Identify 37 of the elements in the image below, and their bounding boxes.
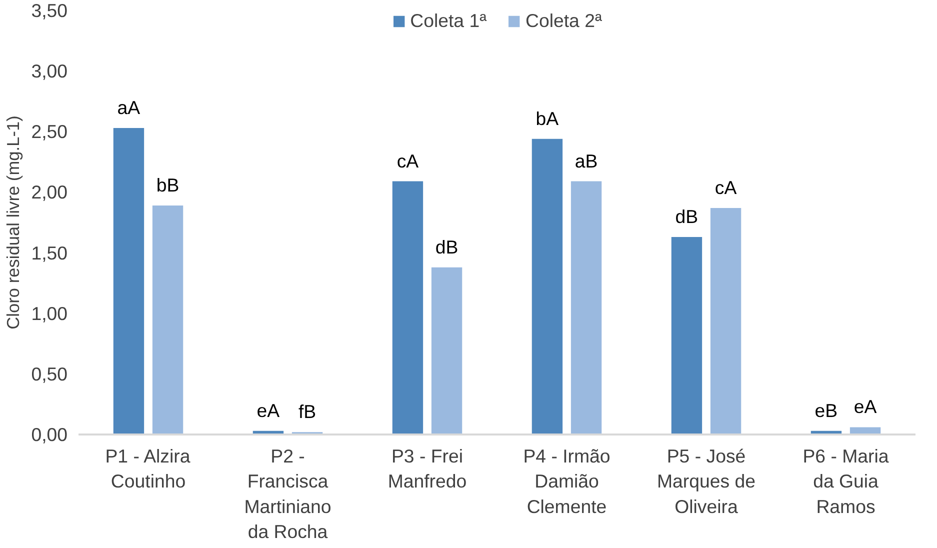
annotation: cA [396,150,420,172]
y-tick-label: 3,00 [31,60,68,82]
x-tick-label: P1 - Alzira Coutinho [105,446,191,492]
x-tick-label: P4 - Irmão Damião Clemente [523,446,610,517]
annotation: bB [156,174,180,196]
annotation: eA [854,396,878,418]
x-tick-label: P3 - Frei Manfredo [388,446,467,492]
annotation: eA [256,400,280,421]
x-tick-label: P6 - Maria da Guia Ramos [802,446,890,517]
annotation: dB [435,236,458,258]
annotation: fB [298,401,316,422]
annotation: dB [675,206,698,228]
y-tick-label: 2,50 [31,121,68,142]
y-tick-label: 0,00 [31,424,68,445]
bar [113,128,144,434]
annotation: bA [536,108,560,129]
legend-label: Coleta 2ª [526,10,602,32]
y-tick-label: 1,50 [31,242,68,264]
x-tick-label: P5 - José Marques de Oliveira [656,446,756,517]
annotation: cA [714,176,738,198]
y-tick-label: 0,50 [31,363,68,384]
annotation: aA [117,97,141,118]
legend-label: Coleta 1ª [410,10,486,32]
y-tick-label: 3,50 [31,0,68,21]
bar [431,267,462,434]
bar [710,208,742,434]
x-tick-label: P2 - Francisca Martiniano da Rocha [244,446,332,542]
bar [671,237,702,434]
bar [532,138,563,434]
bar [570,181,602,434]
y-axis-title: Cloro residual livre (mg.L-1) [3,116,24,330]
bar [392,181,424,434]
y-tick-label: 2,00 [31,182,68,203]
bar [152,206,184,434]
y-tick-label: 1,00 [31,302,68,324]
annotation: eB [814,400,838,421]
annotation: aB [574,150,598,172]
